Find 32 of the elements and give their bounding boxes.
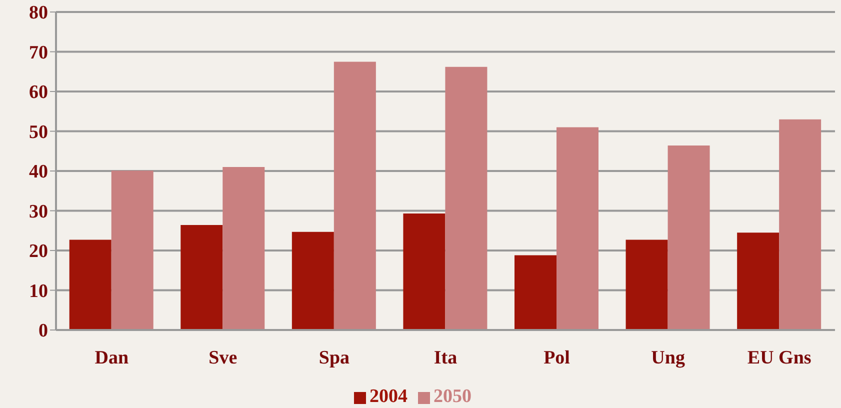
bar [626,240,668,330]
bar [556,127,598,330]
bar [514,255,556,330]
y-tick-label: 80 [29,2,48,24]
x-tick-label: Pol [544,347,570,368]
x-tick-label: Sve [208,347,238,368]
bar [180,225,223,330]
y-tick-label: 30 [29,201,48,222]
y-tick-label: 0 [38,320,48,342]
y-tick-label: 70 [29,42,48,64]
bar [222,167,265,330]
y-tick-label: 20 [29,241,48,262]
y-tick-label: 40 [29,162,48,183]
x-tick-label: Dan [94,347,129,368]
bar [737,232,780,330]
bar [334,62,376,330]
bar [779,119,822,330]
bar [292,232,334,330]
x-tick-label: Ita [434,347,458,368]
y-tick-label: 60 [29,82,48,104]
bar [403,214,446,330]
legend-label: 2050 [434,386,472,407]
y-tick-label: 50 [29,122,48,143]
bar [668,146,710,330]
bar [69,240,112,330]
y-tick-label: 10 [29,280,48,302]
x-tick-label: Spa [318,347,350,368]
x-tick-label: Ung [651,347,686,368]
legend-label: 2004 [370,386,408,407]
bar [111,170,154,330]
bar [445,66,488,330]
x-tick-label: EU Gns [747,347,812,368]
